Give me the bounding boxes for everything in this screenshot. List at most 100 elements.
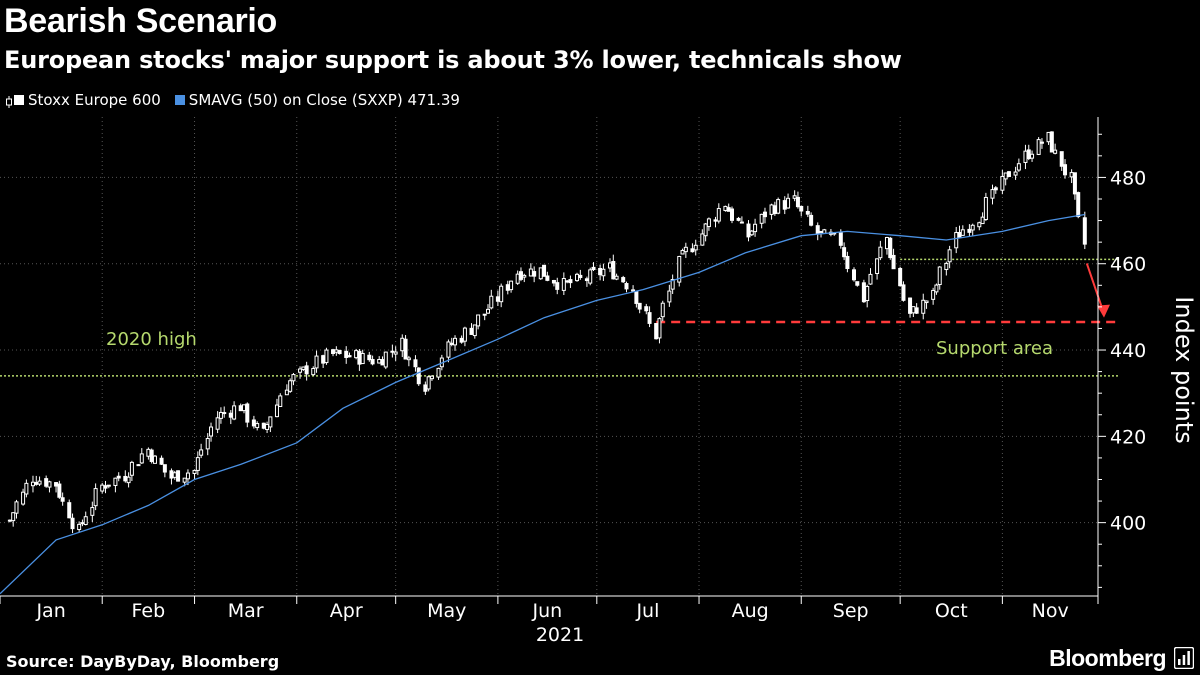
x-tick-label: Apr (330, 600, 363, 622)
candle-body (291, 374, 296, 382)
candle-body (898, 267, 903, 287)
candle-body (429, 375, 434, 380)
candle-body (621, 277, 626, 283)
candle-body (459, 337, 464, 343)
candle-body (67, 502, 72, 519)
candle-body (670, 279, 675, 290)
source-note: Source: DayByDay, Bloomberg (6, 652, 280, 671)
candle-body (538, 267, 543, 280)
candle-body (509, 280, 514, 291)
candle-body (782, 200, 787, 210)
candle-body (614, 275, 619, 280)
candle-body (360, 352, 365, 365)
candle-body (476, 314, 481, 327)
candle-body (245, 403, 250, 423)
candle-body (242, 404, 246, 412)
legend-item-sma: SMAVG (50) on Close (SXXP) 471.39 (174, 91, 460, 109)
candle-body (792, 195, 797, 199)
candle-body (815, 225, 820, 235)
candle-body (469, 327, 474, 335)
candle-body (723, 205, 728, 211)
x-tick-label: May (427, 600, 466, 622)
x-tick-label: Jun (532, 600, 563, 622)
candle-body (228, 412, 233, 418)
candle-body (657, 318, 662, 339)
candle-body (624, 283, 629, 290)
candle-body (238, 405, 243, 412)
candle-body (891, 254, 896, 270)
candle-body (255, 423, 260, 429)
candle-body (284, 389, 289, 396)
candle-body (113, 477, 118, 486)
x-tick-label: Jan (35, 600, 65, 622)
candle-body (218, 411, 223, 419)
candle-body (637, 302, 642, 310)
candle-body (505, 284, 510, 291)
candle-body (169, 470, 174, 479)
candle-body (100, 484, 105, 492)
candle-body (499, 285, 504, 303)
candle-body (980, 216, 985, 225)
candle-body (977, 222, 982, 228)
candle-body (749, 230, 754, 236)
candle-body (518, 271, 523, 280)
candle-body (739, 221, 744, 224)
candle-body (47, 481, 52, 488)
candle-body (80, 522, 85, 525)
candle-body (634, 291, 639, 304)
candle-body (703, 223, 708, 237)
candle-body (449, 342, 454, 346)
candle-body (1003, 172, 1008, 180)
candle-body (83, 516, 88, 525)
candle-body (993, 187, 998, 191)
candle-body (472, 324, 477, 337)
candle-body (14, 501, 19, 514)
candle-body (759, 213, 764, 224)
candle-body (908, 297, 913, 314)
candle-legend-icon (6, 94, 12, 108)
candle-body (344, 350, 349, 358)
candle-body (400, 337, 405, 352)
candle-body (545, 275, 550, 281)
candle-body (1013, 171, 1018, 176)
grid (0, 117, 1099, 596)
candle-body (921, 299, 926, 314)
candle-body (265, 423, 270, 431)
x-tick-label: Nov (1032, 600, 1069, 622)
candle-body (878, 246, 883, 259)
candle-body (182, 477, 187, 483)
candle-body (931, 289, 936, 300)
candle-body (7, 519, 12, 522)
legend-label-sma: SMAVG (50) on Close (SXXP) 471.39 (188, 91, 460, 109)
candle-body (937, 266, 942, 285)
candle-body (578, 274, 583, 278)
candle-body (786, 197, 791, 209)
candle-body (934, 284, 939, 293)
candle-body (591, 266, 596, 271)
candle-body (677, 255, 682, 283)
candle-body (575, 273, 580, 282)
candle-body (611, 260, 616, 280)
candle-body (54, 482, 59, 487)
candle-body (667, 290, 672, 303)
candle-body (37, 480, 42, 485)
candle-body (413, 359, 418, 368)
candle-body (406, 357, 411, 361)
x-axis-year-label: 2021 (536, 624, 584, 646)
candle-body (769, 204, 774, 215)
candle-body (598, 267, 603, 276)
candle-body (647, 312, 652, 324)
candle-body (683, 246, 688, 253)
candle-body (462, 327, 467, 342)
candle-body (195, 457, 200, 471)
candle-body (278, 395, 283, 407)
bloomberg-logo: Bloomberg (1049, 645, 1166, 671)
candle-body (746, 223, 751, 238)
legend: Stoxx Europe 600 SMAVG (50) on Close (SX… (6, 91, 474, 109)
candle-body (304, 365, 309, 375)
candle-body (852, 269, 856, 281)
candle-body (730, 208, 734, 221)
candle-body (383, 351, 388, 368)
candle-body (693, 244, 698, 251)
candle-body (799, 205, 804, 212)
